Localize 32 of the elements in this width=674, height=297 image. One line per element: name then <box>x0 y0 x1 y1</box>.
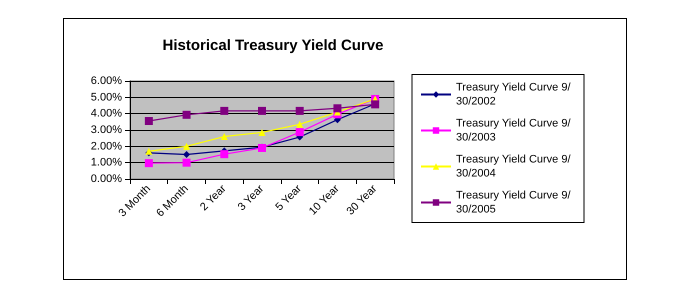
y-tick-label: 4.00% <box>90 108 122 120</box>
y-tick-label: 3.00% <box>90 124 122 136</box>
legend-label: Treasury Yield Curve 9/30/2005 <box>456 190 572 216</box>
x-tick-label: 2 Year <box>198 182 229 214</box>
y-tick-label: 2.00% <box>90 140 122 152</box>
point <box>296 128 304 136</box>
legend-label: Treasury Yield Curve 9/30/2004 <box>456 154 572 180</box>
point <box>220 133 228 140</box>
point <box>296 106 304 115</box>
point <box>296 120 304 128</box>
point <box>144 117 153 126</box>
point <box>182 158 191 167</box>
point <box>183 151 190 158</box>
legend-label: Treasury Yield Curve 9/30/2003 <box>456 118 572 144</box>
point <box>220 106 228 115</box>
point <box>183 142 190 150</box>
y-tick-label: 0.00% <box>90 173 122 185</box>
x-tick-label: 3 Year <box>236 182 266 214</box>
y-tick-label: 6.00% <box>90 75 122 87</box>
legend-label: Treasury Yield Curve 9/30/2002 <box>456 82 572 108</box>
point <box>258 128 266 136</box>
point <box>144 159 153 168</box>
x-tick-label: 10 Year <box>306 182 342 218</box>
point <box>258 106 266 115</box>
chart-title: Historical Treasury Yield Curve <box>162 37 384 54</box>
y-tick-label: 1.00% <box>90 156 122 169</box>
point <box>333 104 342 112</box>
point <box>182 110 191 119</box>
y-tick-label: 5.00% <box>90 91 122 104</box>
x-tick-label: 5 Year <box>273 182 304 214</box>
point <box>220 150 228 158</box>
x-tick-label: 30 Year <box>344 182 380 218</box>
